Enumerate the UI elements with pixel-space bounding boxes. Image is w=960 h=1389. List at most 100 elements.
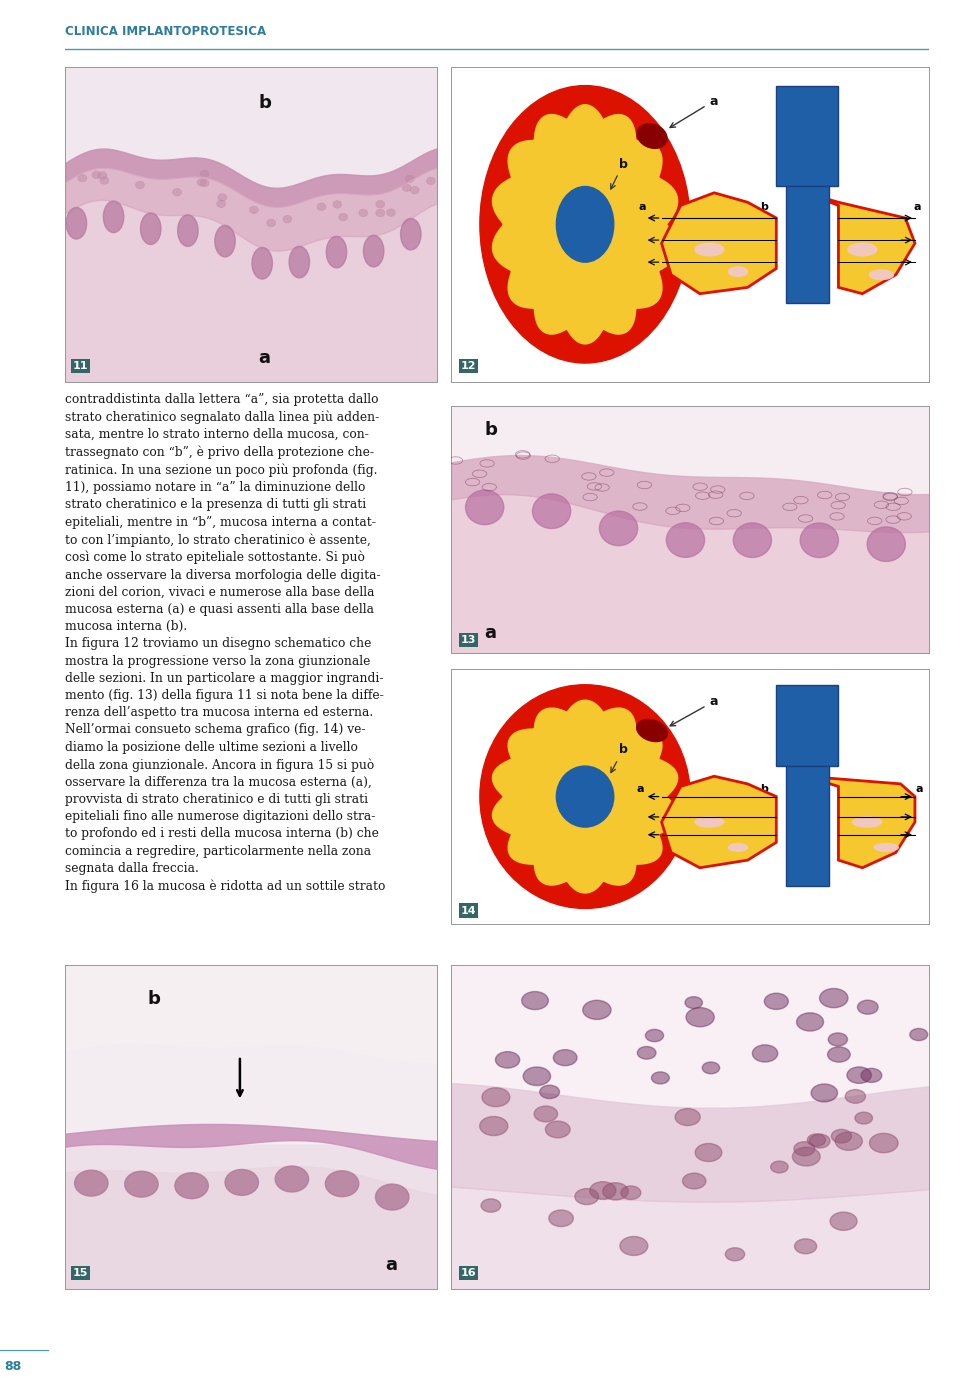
Text: a: a [636, 783, 644, 793]
Circle shape [333, 200, 342, 208]
Ellipse shape [400, 218, 421, 250]
Ellipse shape [870, 269, 894, 279]
Text: 15: 15 [73, 1268, 88, 1278]
Ellipse shape [276, 1165, 308, 1192]
Circle shape [218, 193, 227, 201]
Text: 13: 13 [461, 635, 476, 644]
Circle shape [652, 1072, 669, 1083]
Text: a: a [914, 203, 921, 213]
Ellipse shape [466, 490, 504, 525]
Text: a: a [258, 349, 271, 367]
Circle shape [910, 1028, 927, 1040]
Circle shape [387, 208, 396, 217]
Ellipse shape [557, 767, 613, 826]
Ellipse shape [666, 522, 705, 557]
Circle shape [828, 1033, 848, 1046]
Ellipse shape [75, 1170, 108, 1196]
Circle shape [695, 1143, 722, 1161]
Circle shape [540, 1085, 560, 1099]
Ellipse shape [801, 524, 838, 557]
Circle shape [405, 175, 415, 182]
Ellipse shape [729, 843, 748, 851]
Circle shape [583, 1000, 612, 1020]
Text: a: a [670, 94, 718, 128]
Circle shape [831, 1129, 852, 1143]
Circle shape [686, 1007, 714, 1026]
Circle shape [317, 203, 325, 211]
Text: a: a [915, 783, 923, 793]
Ellipse shape [875, 843, 899, 851]
Ellipse shape [326, 236, 347, 268]
Circle shape [217, 200, 226, 207]
Polygon shape [805, 776, 915, 868]
Circle shape [753, 1045, 778, 1063]
Circle shape [645, 1029, 663, 1042]
Circle shape [835, 1132, 862, 1150]
Circle shape [870, 1133, 899, 1153]
Circle shape [100, 176, 108, 185]
Circle shape [575, 1189, 599, 1204]
Polygon shape [492, 700, 678, 893]
Circle shape [861, 1068, 882, 1082]
Ellipse shape [733, 522, 772, 557]
Text: a: a [670, 694, 718, 726]
Bar [786, 186, 828, 303]
Circle shape [702, 1063, 720, 1074]
Circle shape [375, 210, 385, 217]
Circle shape [685, 997, 703, 1008]
Polygon shape [661, 193, 777, 293]
Circle shape [771, 1161, 788, 1172]
Circle shape [675, 1108, 700, 1125]
Circle shape [426, 176, 436, 185]
Ellipse shape [289, 246, 309, 278]
Circle shape [637, 1046, 656, 1060]
Ellipse shape [599, 511, 637, 546]
Ellipse shape [480, 685, 690, 908]
Circle shape [521, 992, 548, 1010]
Text: b: b [837, 203, 845, 213]
Circle shape [603, 1182, 628, 1200]
Polygon shape [805, 193, 915, 293]
Circle shape [792, 1147, 820, 1165]
Ellipse shape [66, 207, 86, 239]
Ellipse shape [364, 235, 384, 267]
Circle shape [201, 179, 209, 186]
Bar [786, 767, 828, 886]
Circle shape [339, 214, 348, 221]
Bar [777, 86, 838, 186]
Circle shape [197, 179, 206, 186]
Circle shape [200, 169, 209, 178]
Circle shape [250, 206, 258, 214]
Ellipse shape [636, 720, 667, 742]
Text: b: b [611, 743, 628, 772]
Circle shape [795, 1239, 817, 1254]
Ellipse shape [480, 86, 690, 363]
Text: a: a [385, 1256, 396, 1274]
Circle shape [549, 1210, 573, 1226]
Circle shape [794, 1142, 815, 1156]
Ellipse shape [533, 494, 570, 529]
Circle shape [135, 181, 144, 189]
Ellipse shape [125, 1171, 158, 1197]
Circle shape [98, 172, 107, 179]
Circle shape [726, 1247, 745, 1261]
Text: b: b [485, 421, 497, 439]
Circle shape [830, 1213, 857, 1231]
Circle shape [375, 200, 385, 208]
Circle shape [847, 1067, 872, 1083]
Text: 88: 88 [4, 1360, 21, 1372]
Polygon shape [661, 776, 777, 868]
Circle shape [809, 1133, 830, 1149]
Text: 11: 11 [73, 361, 88, 371]
Ellipse shape [637, 124, 667, 149]
Text: b: b [760, 203, 768, 213]
Circle shape [283, 215, 292, 224]
Circle shape [481, 1199, 501, 1213]
Ellipse shape [729, 267, 748, 276]
Circle shape [534, 1106, 558, 1122]
Circle shape [764, 993, 788, 1010]
Circle shape [267, 219, 276, 226]
Circle shape [797, 1013, 824, 1031]
Circle shape [482, 1088, 510, 1107]
Circle shape [683, 1174, 706, 1189]
